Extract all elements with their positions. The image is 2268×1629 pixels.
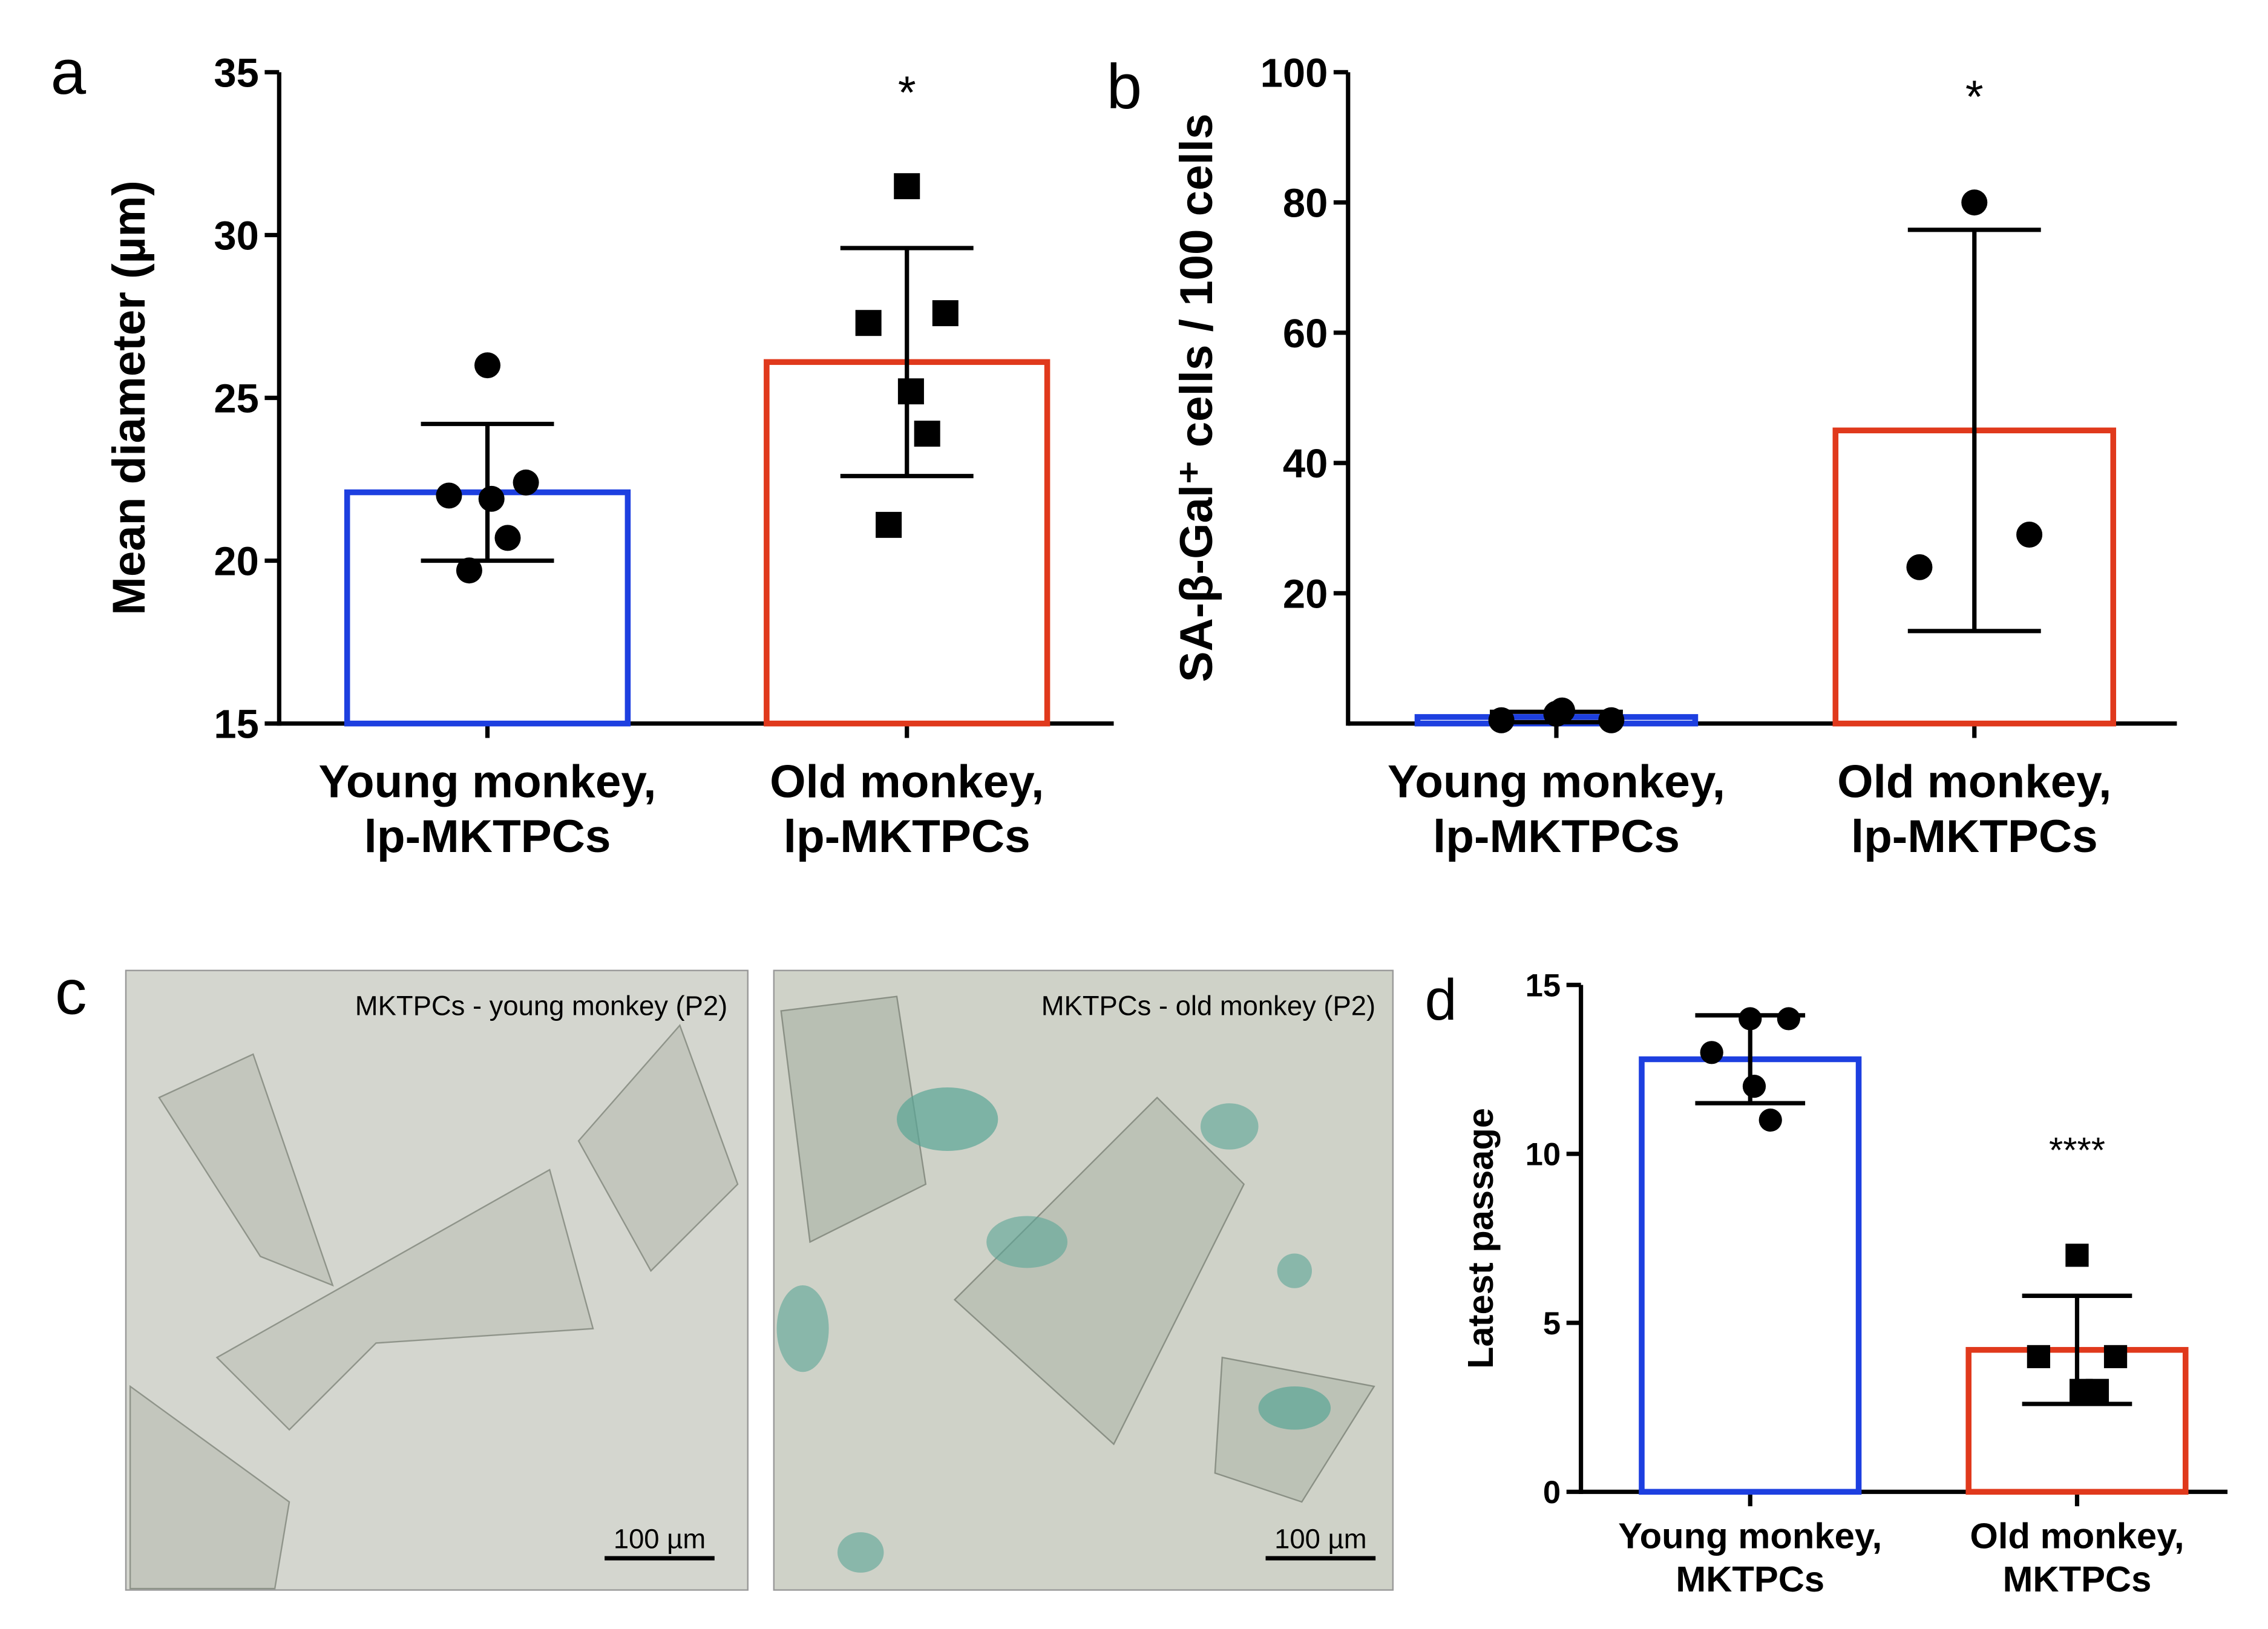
data-point [914, 421, 940, 447]
data-point [478, 485, 505, 512]
data-point [436, 482, 462, 509]
significance-label: **** [2049, 1130, 2105, 1170]
y-tick-label: 15 [1526, 968, 1561, 1004]
panel-letter: c [55, 957, 87, 1028]
data-point [2085, 1378, 2109, 1402]
data-point [876, 511, 902, 538]
cell [780, 995, 927, 1244]
x-tick-label: lp-MKTPCs [1433, 811, 1680, 862]
stained-cell [1277, 1253, 1313, 1288]
panel-letter: b [1107, 51, 1142, 122]
data-point [932, 300, 959, 327]
data-point [474, 352, 501, 379]
x-tick-label: MKTPCs [1676, 1559, 1824, 1599]
error-bar [1907, 228, 2041, 634]
x-tick-label: lp-MKTPCs [1851, 811, 2098, 862]
data-point [1758, 1108, 1782, 1132]
stained-cell [837, 1532, 884, 1573]
data-point [513, 469, 539, 496]
cell [577, 1024, 739, 1273]
micrograph-old [773, 969, 1394, 1591]
bar [1639, 1056, 1862, 1495]
error-bar [421, 421, 554, 563]
y-axis-label: SA-β-Gal⁺ cells / 100 cells [1171, 114, 1222, 683]
significance-label: * [1965, 71, 1984, 123]
y-tick-label: 20 [214, 539, 258, 585]
y-tick-label: 0 [1543, 1475, 1561, 1510]
data-point [2065, 1244, 2089, 1267]
stained-cell [986, 1216, 1068, 1268]
x-tick-label: lp-MKTPCs [364, 811, 611, 862]
stained-cell [776, 1285, 829, 1372]
cell [953, 1096, 1245, 1446]
micrograph-young [125, 969, 749, 1591]
panel-letter: a [51, 37, 87, 108]
stained-cell [1200, 1103, 1259, 1150]
y-tick-label: 35 [214, 50, 258, 96]
error-bar [1490, 709, 1623, 725]
y-axis-label: Latest passage [1460, 1108, 1501, 1369]
x-tick-label: Old monkey, [770, 756, 1044, 807]
scale-bar-label: 100 µm [1274, 1523, 1366, 1554]
significance-label: * [898, 67, 916, 119]
y-tick-label: 25 [214, 376, 258, 422]
data-point [2103, 1345, 2128, 1368]
error-bar [2022, 1293, 2132, 1406]
data-point [494, 525, 521, 551]
x-tick-label: Young monkey, [1618, 1515, 1882, 1556]
x-tick-label: Young monkey, [319, 756, 657, 807]
data-point [855, 310, 882, 336]
y-tick-label: 40 [1283, 441, 1328, 487]
x-tick-label: Old monkey, [1970, 1515, 2184, 1556]
x-tick-label: Young monkey, [1388, 756, 1725, 807]
data-point [1961, 189, 1988, 216]
y-tick-label: 30 [214, 214, 258, 259]
y-axis-label: Mean diameter (µm) [103, 180, 155, 615]
data-point [1777, 1007, 1800, 1031]
cell [215, 1168, 594, 1431]
panel-letter: d [1424, 968, 1457, 1032]
image-caption: MKTPCs - old monkey (P2) [1041, 991, 1375, 1021]
image-caption: MKTPCs - young monkey (P2) [355, 991, 728, 1021]
stained-cell [896, 1087, 998, 1152]
y-tick-label: 10 [1526, 1137, 1561, 1173]
stained-cell [1258, 1386, 1331, 1430]
data-point [894, 173, 920, 200]
error-bar [840, 246, 974, 479]
data-point [1906, 554, 1933, 580]
data-point [897, 378, 924, 405]
y-tick-label: 20 [1283, 571, 1328, 617]
y-tick-label: 60 [1283, 311, 1328, 356]
cell [129, 1385, 290, 1590]
data-point [1700, 1041, 1723, 1064]
x-tick-label: lp-MKTPCs [784, 811, 1031, 862]
data-point [2016, 522, 2043, 548]
data-point [2027, 1345, 2051, 1368]
scale-bar-label: 100 µm [614, 1523, 706, 1554]
y-tick-label: 15 [214, 702, 258, 747]
y-tick-label: 80 [1283, 181, 1328, 226]
cell [158, 1053, 334, 1287]
y-tick-label: 5 [1543, 1306, 1561, 1342]
x-tick-label: Old monkey, [1837, 756, 2111, 807]
cell [1214, 1356, 1375, 1503]
x-tick-label: MKTPCs [2003, 1559, 2152, 1599]
data-point [1742, 1075, 1766, 1098]
y-tick-label: 100 [1260, 50, 1328, 96]
data-point [456, 557, 482, 584]
error-bar [1695, 1013, 1806, 1106]
